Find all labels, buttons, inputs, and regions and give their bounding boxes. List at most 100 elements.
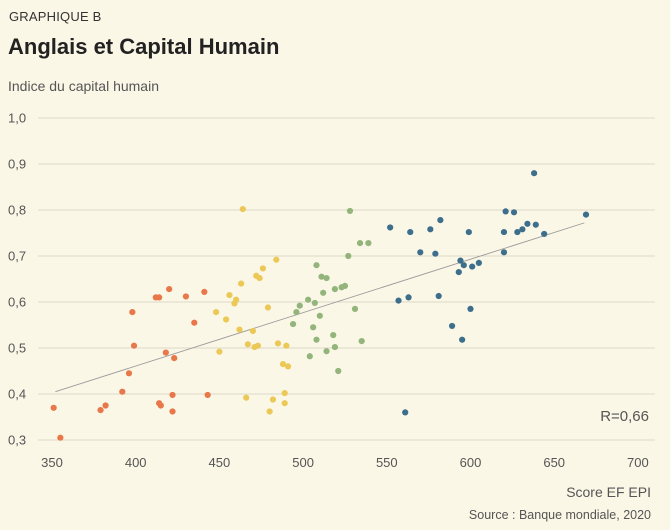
data-point-orange xyxy=(157,402,164,409)
y-tick-label: 1,0 xyxy=(8,111,26,126)
data-point-blue xyxy=(402,409,409,416)
data-point-green xyxy=(323,348,330,355)
data-point-yellow xyxy=(226,292,233,299)
data-point-green xyxy=(306,353,313,360)
data-point-yellow xyxy=(281,389,288,397)
data-point-yellow xyxy=(281,400,288,407)
data-point-blue xyxy=(502,208,509,215)
data-point-orange xyxy=(169,391,176,399)
data-point-green xyxy=(345,252,352,260)
data-point-green xyxy=(296,302,303,309)
data-point-blue xyxy=(469,263,476,270)
correlation-annotation: R=0,66 xyxy=(600,408,649,425)
data-point-orange xyxy=(102,402,109,409)
trend-line xyxy=(55,222,585,393)
data-point-orange xyxy=(119,388,126,395)
data-point-yellow xyxy=(254,342,262,349)
y-tick-label: 0,3 xyxy=(8,433,26,448)
y-tick-label: 0,7 xyxy=(8,249,26,264)
y-tick-label: 0,6 xyxy=(8,295,26,310)
data-point-blue xyxy=(582,211,590,218)
data-point-orange xyxy=(162,349,169,356)
data-point-blue xyxy=(437,217,444,224)
data-point-green xyxy=(318,273,325,280)
x-tick-label: 650 xyxy=(543,455,565,470)
data-point-blue xyxy=(407,228,414,236)
data-point-orange xyxy=(57,434,64,441)
data-point-blue xyxy=(417,249,424,256)
data-point-green xyxy=(313,336,320,343)
x-tick-label: 400 xyxy=(125,455,147,470)
source-note: Source : Banque mondiale, 2020 xyxy=(468,508,651,522)
data-point-yellow xyxy=(239,205,246,213)
data-point-blue xyxy=(465,228,472,236)
data-point-blue xyxy=(531,170,538,177)
x-tick-label: 350 xyxy=(41,455,63,470)
data-point-blue xyxy=(519,226,526,233)
chart-title: Anglais et Capital Humain xyxy=(8,34,280,59)
data-point-green xyxy=(305,296,312,303)
data-point-green xyxy=(331,343,339,351)
data-point-blue xyxy=(467,305,474,312)
data-point-yellow xyxy=(274,340,282,347)
data-point-orange xyxy=(204,391,211,399)
y-axis-label: Indice du capital humain xyxy=(8,78,159,94)
data-point-orange xyxy=(166,286,173,293)
y-tick-label: 0,5 xyxy=(8,341,26,356)
data-point-green xyxy=(330,332,337,339)
data-point-blue xyxy=(405,294,412,301)
data-point-yellow xyxy=(269,396,277,403)
data-point-yellow xyxy=(279,361,287,368)
data-point-yellow xyxy=(264,304,272,311)
data-point-blue xyxy=(510,209,518,216)
data-point-green xyxy=(331,286,339,293)
chart-kicker: GRAPHIQUE B xyxy=(9,9,102,24)
data-point-orange xyxy=(182,293,190,300)
data-point-orange xyxy=(171,355,178,362)
data-point-yellow xyxy=(238,280,245,287)
data-point-blue xyxy=(514,228,521,236)
data-point-yellow xyxy=(259,265,267,272)
data-point-blue xyxy=(455,269,462,276)
data-point-green xyxy=(293,309,300,316)
data-point-blue xyxy=(541,230,548,238)
data-point-yellow xyxy=(273,256,280,263)
data-point-green xyxy=(320,289,327,296)
data-point-green xyxy=(323,274,330,282)
data-point-blue xyxy=(387,224,394,231)
data-point-yellow xyxy=(244,341,251,348)
data-point-green xyxy=(289,320,297,328)
data-point-yellow xyxy=(216,348,223,355)
data-point-blue xyxy=(475,259,482,266)
data-point-yellow xyxy=(236,326,243,333)
data-point-green xyxy=(346,207,354,215)
data-point-yellow xyxy=(212,309,220,316)
x-tick-label: 450 xyxy=(209,455,231,470)
x-tick-label: 600 xyxy=(460,455,482,470)
y-tick-label: 0,9 xyxy=(8,157,26,172)
data-point-orange xyxy=(169,408,176,415)
y-tick-label: 0,8 xyxy=(8,203,26,218)
data-point-green xyxy=(351,305,359,312)
data-point-yellow xyxy=(222,316,230,323)
data-point-yellow xyxy=(249,327,256,335)
data-point-green xyxy=(310,324,317,331)
data-point-blue xyxy=(524,220,531,227)
data-point-blue xyxy=(500,228,508,236)
data-point-green xyxy=(341,282,349,289)
data-point-orange xyxy=(201,288,208,295)
data-point-green xyxy=(316,312,323,319)
data-point-blue xyxy=(459,336,466,343)
data-point-yellow xyxy=(243,394,250,401)
data-point-yellow xyxy=(233,296,240,303)
data-point-blue xyxy=(500,249,508,256)
data-point-orange xyxy=(129,309,136,316)
x-tick-label: 500 xyxy=(292,455,314,470)
data-point-orange xyxy=(156,294,163,301)
data-point-yellow xyxy=(284,363,292,370)
data-point-blue xyxy=(435,292,442,300)
data-point-blue xyxy=(460,262,467,269)
data-point-blue xyxy=(432,250,439,257)
data-point-green xyxy=(311,299,318,307)
